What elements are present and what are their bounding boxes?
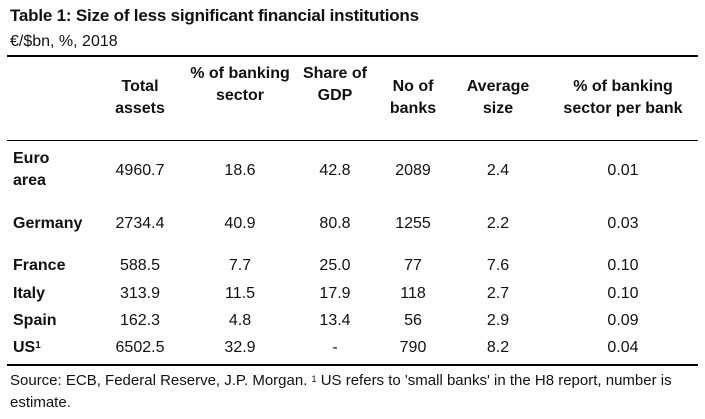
cell-spain-avg-size: 2.9 [486, 312, 510, 329]
cell-spain-no-banks: 56 [404, 312, 422, 329]
table-title: Table 1: Size of less significant financ… [10, 6, 419, 25]
cell-spain-pct-per-bank: 0.09 [607, 312, 639, 329]
col-header-no-of-banks: No of banks [389, 78, 437, 117]
cell-germany-share-gdp: 80.8 [319, 215, 351, 232]
source-footnote-marker: 1 [311, 374, 317, 384]
cell-france-pct-per-bank: 0.10 [607, 257, 639, 274]
row-label-us-text: US [13, 339, 36, 356]
cell-us-total-assets: 6502.5 [115, 339, 165, 356]
cell-euro-area-avg-size: 2.4 [486, 162, 510, 179]
row-label-spain: Spain [13, 312, 57, 329]
cell-spain-total-assets: 162.3 [119, 312, 161, 329]
source-note: Source: ECB, Federal Reserve, J.P. Morga… [10, 370, 700, 414]
cell-us-no-banks: 790 [399, 339, 427, 356]
top-rule [7, 55, 698, 57]
cell-italy-no-banks: 118 [400, 285, 426, 302]
col-header-total-assets: Total assets [115, 78, 165, 117]
row-label-germany: Germany [13, 215, 83, 232]
cell-germany-pct-per-bank: 0.03 [607, 215, 639, 232]
col-header-pct-per-bank: % of banking sector per bank [563, 78, 683, 117]
cell-italy-share-gdp: 17.9 [319, 285, 351, 302]
cell-italy-pct-sector: 11.5 [225, 285, 255, 302]
cell-italy-avg-size: 2.7 [486, 285, 510, 302]
cell-france-total-assets: 588.5 [119, 257, 161, 274]
row-label-euro-area: Euro area [13, 150, 50, 189]
cell-france-avg-size: 7.6 [486, 257, 510, 274]
cell-spain-pct-sector: 4.8 [228, 312, 252, 329]
cell-germany-pct-sector: 40.9 [224, 215, 256, 232]
cell-france-no-banks: 77 [404, 257, 422, 274]
header-rule [7, 140, 698, 141]
cell-us-pct-per-bank: 0.04 [607, 339, 639, 356]
source-footnote-text: US refers to 'small banks' in the H8 rep… [10, 372, 672, 411]
cell-euro-area-share-gdp: 42.8 [319, 162, 351, 179]
row-label-italy: Italy [13, 285, 46, 302]
cell-spain-share-gdp: 13.4 [319, 312, 351, 329]
row-label-us: US1 [13, 337, 41, 359]
bottom-rule [7, 364, 698, 366]
cell-euro-area-pct-per-bank: 0.01 [607, 162, 639, 179]
cell-france-pct-sector: 7.7 [228, 257, 252, 274]
cell-germany-total-assets: 2734.4 [115, 215, 165, 232]
col-header-share-of-gdp: Share of GDP [302, 65, 367, 104]
cell-france-share-gdp: 25.0 [319, 257, 351, 274]
cell-us-pct-sector: 32.9 [224, 339, 256, 356]
cell-euro-area-total-assets: 4960.7 [115, 162, 165, 179]
row-label-france: France [13, 257, 66, 274]
cell-italy-total-assets: 313.9 [119, 285, 161, 302]
cell-us-share-gdp: - [332, 339, 338, 356]
col-header-average-size: Average size [466, 78, 530, 117]
cell-us-avg-size: 8.2 [486, 339, 510, 356]
col-header-pct-banking-sector: % of banking sector [190, 65, 290, 104]
table-subtitle: €/$bn, %, 2018 [10, 33, 118, 50]
cell-germany-avg-size: 2.2 [486, 215, 510, 232]
cell-italy-pct-per-bank: 0.10 [607, 285, 639, 302]
footnote-marker: 1 [35, 340, 41, 351]
source-text: Source: ECB, Federal Reserve, J.P. Morga… [10, 372, 312, 389]
cell-euro-area-pct-sector: 18.6 [224, 162, 256, 179]
cell-germany-no-banks: 1255 [395, 215, 431, 232]
cell-euro-area-no-banks: 2089 [395, 162, 431, 179]
